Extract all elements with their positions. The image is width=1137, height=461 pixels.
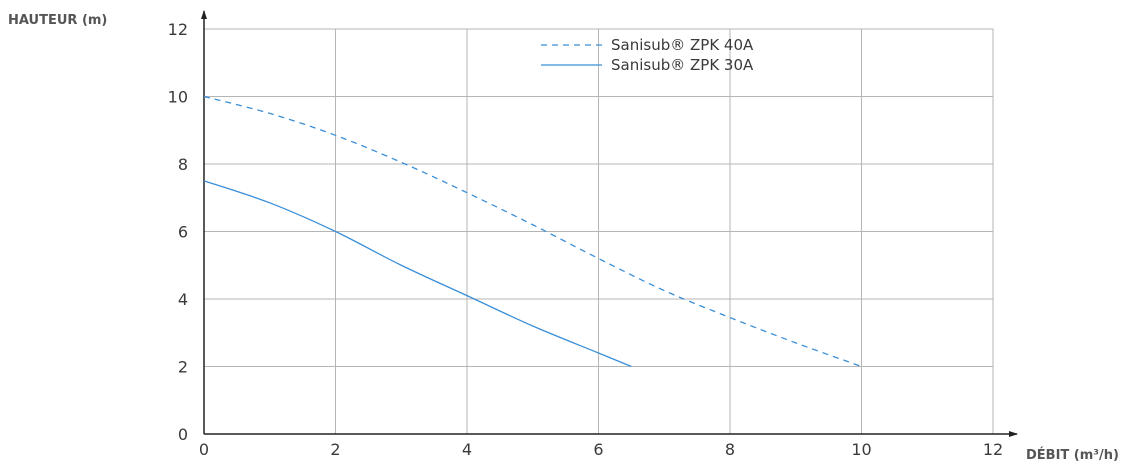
y-tick-label: 0	[178, 425, 188, 444]
legend: Sanisub® ZPK 40A Sanisub® ZPK 30A	[541, 36, 754, 74]
y-tick-label: 8	[178, 155, 188, 174]
series-line-2	[203, 180, 632, 368]
x-tick-label: 0	[199, 440, 209, 459]
legend-label: Sanisub® ZPK 30A	[611, 56, 754, 74]
x-tick-label: 6	[593, 440, 603, 459]
series-lines	[203, 95, 862, 368]
y-axis-title: HAUTEUR (m)	[8, 13, 107, 28]
y-tick-label: 2	[178, 358, 188, 377]
y-axis-arrow	[201, 10, 207, 19]
axes	[201, 10, 1018, 437]
series-line-1	[203, 95, 862, 368]
y-tick-label: 4	[178, 290, 188, 309]
x-tick-label: 8	[725, 440, 735, 459]
x-tick-label: 2	[330, 440, 340, 459]
x-tick-label: 10	[851, 440, 871, 459]
grid	[203, 28, 994, 435]
legend-label: Sanisub® ZPK 40A	[611, 36, 754, 54]
y-tick-label: 12	[168, 20, 188, 39]
x-axis-title: DÉBIT (m³/h)	[1026, 447, 1119, 461]
x-tick-label: 4	[462, 440, 472, 459]
x-tick-label: 12	[983, 440, 1003, 459]
x-axis-arrow	[1009, 431, 1018, 437]
tick-labels: 0 2 4 6 8 10 12 0 2 4 6 8 10 12	[168, 20, 1004, 459]
y-tick-label: 10	[168, 88, 188, 107]
y-tick-label: 6	[178, 223, 188, 242]
